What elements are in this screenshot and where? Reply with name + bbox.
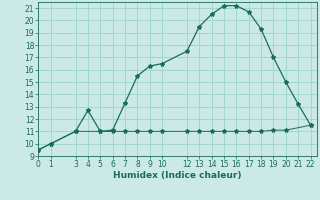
X-axis label: Humidex (Indice chaleur): Humidex (Indice chaleur) bbox=[113, 171, 242, 180]
